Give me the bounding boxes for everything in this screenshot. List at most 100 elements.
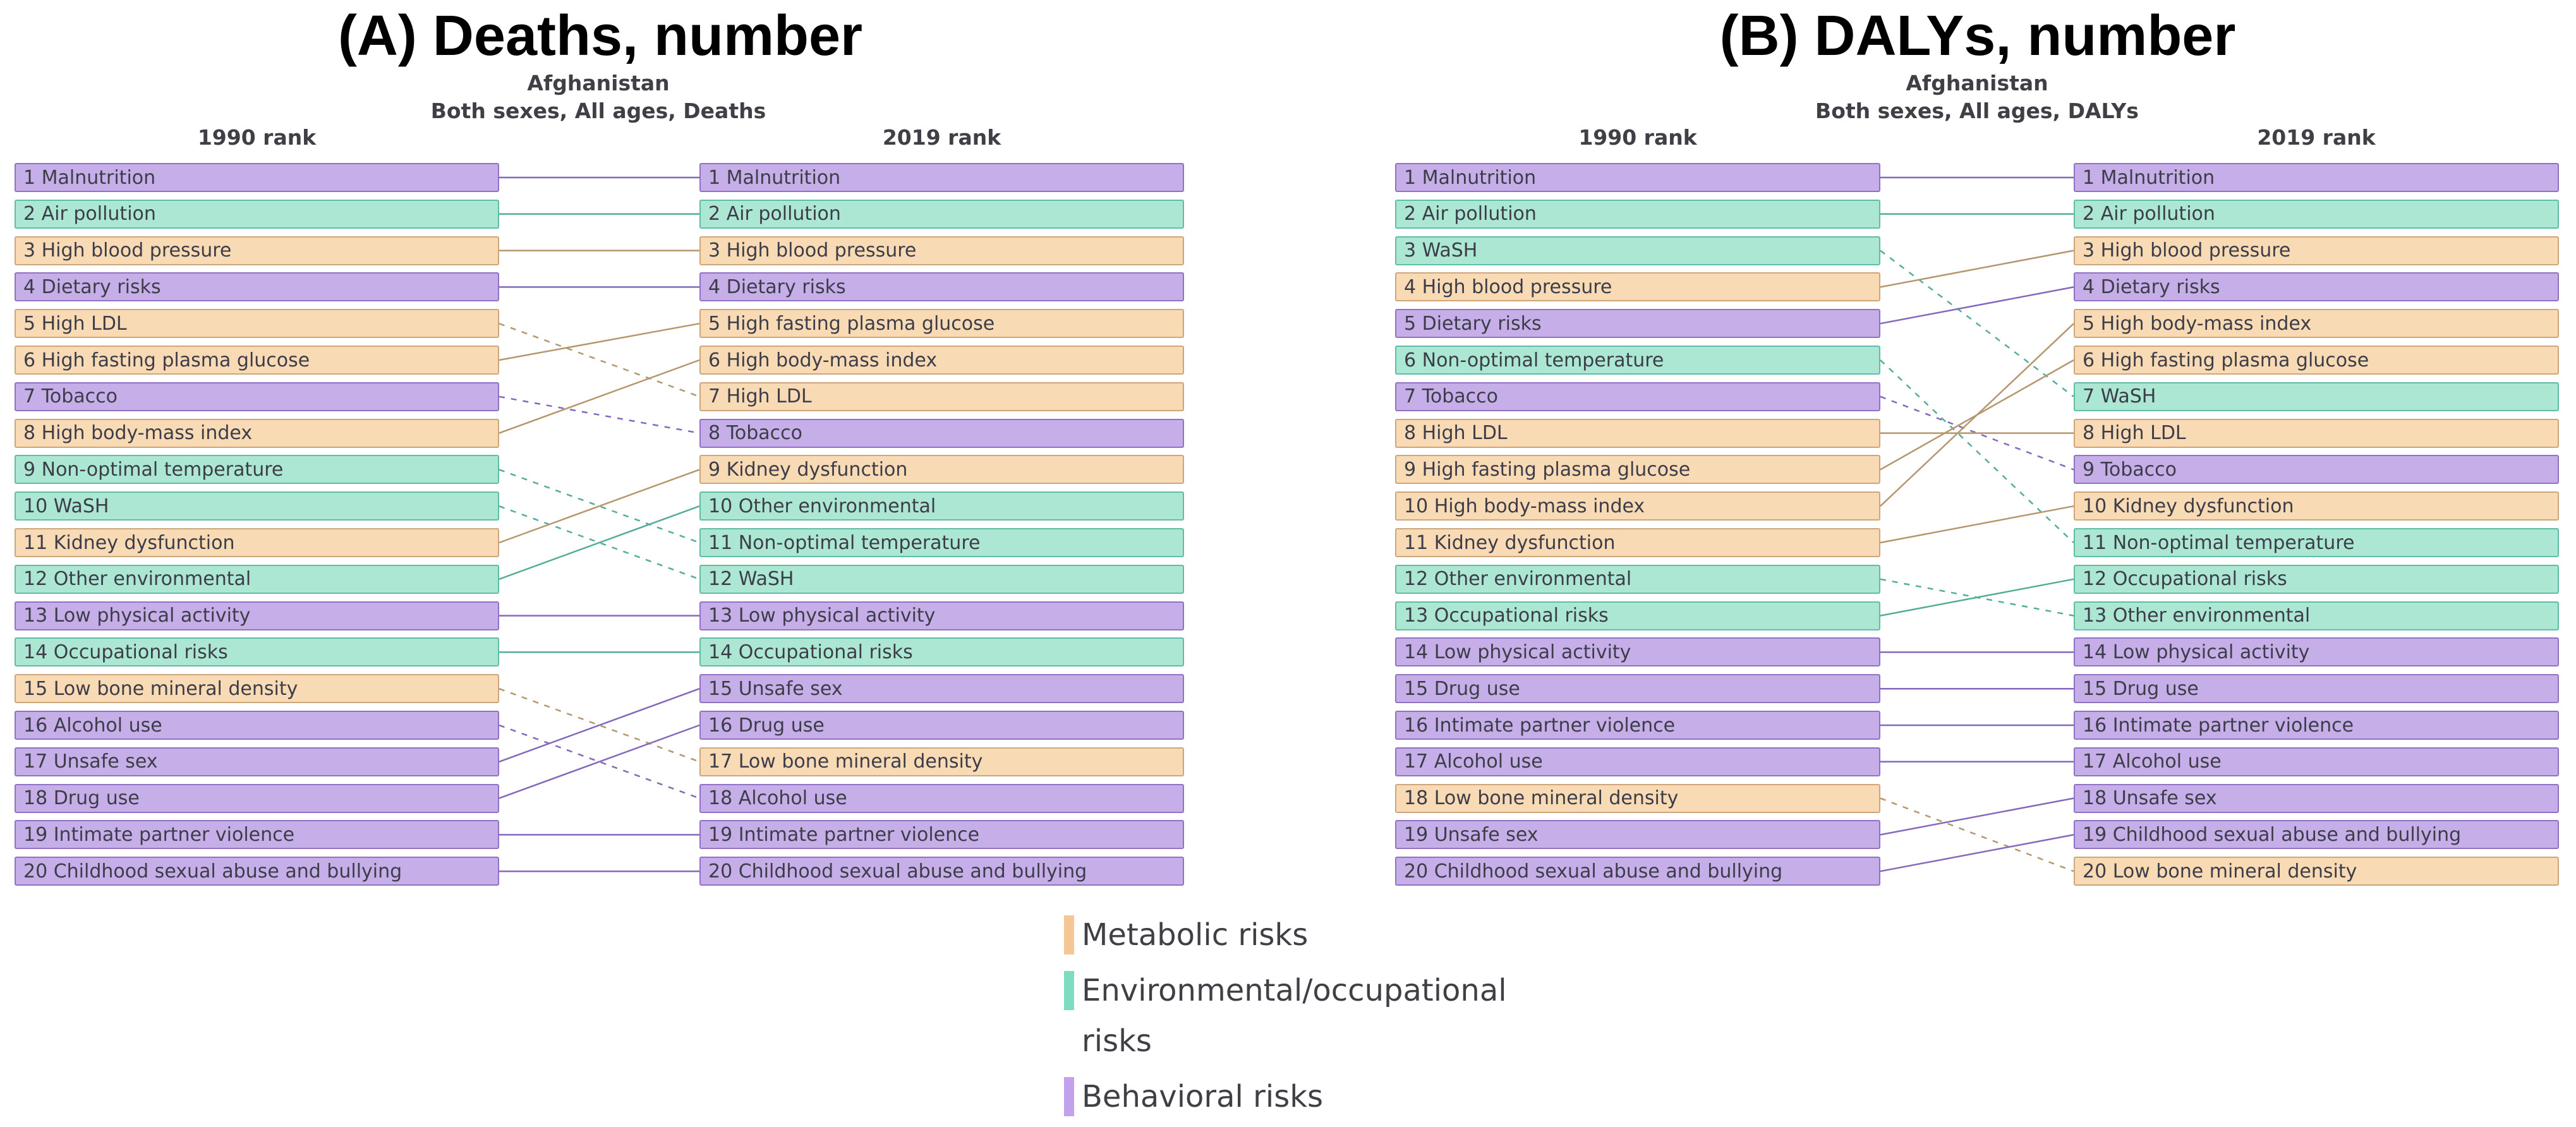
rank-item: 1 Malnutrition xyxy=(1395,163,1880,192)
environmental-color-swatch xyxy=(1064,971,1074,1010)
legend-item-behavioral: Behavioral risks xyxy=(1064,1071,1524,1122)
rank-item: 8 High body-mass index xyxy=(15,418,499,448)
rank-link xyxy=(1880,834,2074,872)
rank-item: 3 High blood pressure xyxy=(699,236,1184,265)
rank-item: 16 Alcohol use xyxy=(15,711,499,740)
panel-dalys-number: (B) DALYs, number Afghanistan Both sexes… xyxy=(1288,0,2576,1124)
rank-header-2019: 2019 rank xyxy=(2257,125,2376,150)
rank-item: 12 Other environmental xyxy=(15,564,499,594)
rank-item: 12 WaSH xyxy=(699,564,1184,594)
rank-link xyxy=(1880,505,2074,544)
rank-item: 8 High LDL xyxy=(1395,418,1880,448)
rank-item: 11 Kidney dysfunction xyxy=(15,528,499,557)
rank-item: 20 Childhood sexual abuse and bullying xyxy=(15,857,499,886)
rank-item: 12 Occupational risks xyxy=(2074,564,2559,594)
panel-title: (A) Deaths, number xyxy=(337,4,863,68)
rank-link xyxy=(1880,578,2074,617)
rank-item: 9 Tobacco xyxy=(2074,455,2559,485)
rank-item: 19 Unsafe sex xyxy=(1395,820,1880,850)
rank-item: 14 Occupational risks xyxy=(15,637,499,667)
chart-subtitle: Both sexes, All ages, Deaths xyxy=(430,99,766,123)
rank-item: 10 WaSH xyxy=(15,491,499,521)
rank-link xyxy=(1880,323,2074,507)
rank-item: 1 Malnutrition xyxy=(699,163,1184,192)
legend-item-metabolic: Metabolic risks xyxy=(1064,910,1524,960)
rank-item: 3 WaSH xyxy=(1395,236,1880,265)
rank-item: 4 Dietary risks xyxy=(2074,272,2559,302)
rank-item: 4 Dietary risks xyxy=(699,272,1184,302)
rank-item: 10 High body-mass index xyxy=(1395,491,1880,521)
rank-item: 9 Kidney dysfunction xyxy=(699,455,1184,485)
rank-link xyxy=(1880,286,2074,325)
rank-item: 1 Malnutrition xyxy=(2074,163,2559,192)
panel-deaths-number: (A) Deaths, number Afghanistan Both sexe… xyxy=(0,0,1288,1124)
rank-item: 13 Occupational risks xyxy=(1395,601,1880,630)
rank-link xyxy=(1880,395,2074,471)
rank-item: 10 Other environmental xyxy=(699,491,1184,521)
rank-link xyxy=(1880,250,2074,397)
rank-item: 2 Air pollution xyxy=(15,199,499,229)
rank-header-2019: 2019 rank xyxy=(882,125,1001,150)
rank-item: 14 Low physical activity xyxy=(2074,637,2559,667)
rank-item: 5 High fasting plasma glucose xyxy=(699,309,1184,339)
rank-item: 15 Unsafe sex xyxy=(699,674,1184,704)
rank-link xyxy=(499,323,700,397)
legend-label: Behavioral risks xyxy=(1082,1079,1324,1114)
rank-item: 18 Drug use xyxy=(15,783,499,813)
rank-item: 14 Low physical activity xyxy=(1395,637,1880,667)
rank-change-links xyxy=(1880,176,2074,872)
rank-item: 18 Unsafe sex xyxy=(2074,783,2559,813)
rank-item: 19 Childhood sexual abuse and bullying xyxy=(2074,820,2559,850)
rank-item: 16 Intimate partner violence xyxy=(1395,711,1880,740)
rank-item: 4 High blood pressure xyxy=(1395,272,1880,302)
rank-link xyxy=(1880,797,2074,872)
rank-item: 2 Air pollution xyxy=(2074,199,2559,229)
rank-item: 5 High body-mass index xyxy=(2074,309,2559,339)
rank-item: 2 Air pollution xyxy=(1395,199,1880,229)
rank-item: 19 Intimate partner violence xyxy=(699,820,1184,850)
rank-item: 11 Non-optimal temperature xyxy=(2074,528,2559,557)
rank-item: 16 Intimate partner violence xyxy=(2074,711,2559,740)
chart-subtitle: Both sexes, All ages, DALYs xyxy=(1815,99,2139,123)
rank-link xyxy=(499,724,700,799)
rank-item: 19 Intimate partner violence xyxy=(15,820,499,850)
rank-item: 20 Low bone mineral density xyxy=(2074,857,2559,886)
rank-item: 9 Non-optimal temperature xyxy=(15,455,499,485)
rank-item: 16 Drug use xyxy=(699,711,1184,740)
rank-link xyxy=(1880,797,2074,836)
rank-item: 14 Occupational risks xyxy=(699,637,1184,667)
rank-item: 13 Other environmental xyxy=(2074,601,2559,630)
rank-link xyxy=(1880,250,2074,288)
metabolic-color-swatch xyxy=(1064,915,1074,955)
rank-item: 11 Kidney dysfunction xyxy=(1395,528,1880,557)
chart-location: Afghanistan xyxy=(1906,71,2048,95)
rank-item: 15 Drug use xyxy=(2074,674,2559,704)
rank-link xyxy=(499,359,700,434)
rank-item: 7 WaSH xyxy=(2074,382,2559,411)
rank-item: 4 Dietary risks xyxy=(15,272,499,302)
rank-link xyxy=(499,322,700,361)
risk-category-legend: Metabolic risks Environmental/occupation… xyxy=(1064,910,1524,1127)
rank-item: 17 Alcohol use xyxy=(1395,747,1880,776)
rank-item: 18 Alcohol use xyxy=(699,783,1184,813)
rank-item: 17 Low bone mineral density xyxy=(699,747,1184,776)
rank-link xyxy=(499,469,700,544)
rank-item: 13 Low physical activity xyxy=(699,601,1184,630)
legend-label: Metabolic risks xyxy=(1082,917,1309,953)
rank-link xyxy=(499,395,700,434)
panel-title: (B) DALYs, number xyxy=(1719,4,2236,68)
rank-header-1990: 1990 rank xyxy=(1578,125,1697,150)
rank-link xyxy=(499,688,700,762)
rank-item: 7 Tobacco xyxy=(15,382,499,411)
rank-change-links xyxy=(499,176,700,872)
rank-item: 8 High LDL xyxy=(2074,418,2559,448)
rank-item: 9 High fasting plasma glucose xyxy=(1395,455,1880,485)
rank-item: 5 Dietary risks xyxy=(1395,309,1880,339)
rank-item: 5 High LDL xyxy=(15,309,499,339)
rank-item: 15 Drug use xyxy=(1395,674,1880,704)
rank-item: 13 Low physical activity xyxy=(15,601,499,630)
rank-link xyxy=(499,505,700,580)
rank-item: 15 Low bone mineral density xyxy=(15,674,499,704)
rank-item: 2 Air pollution xyxy=(699,199,1184,229)
rank-item: 7 Tobacco xyxy=(1395,382,1880,411)
